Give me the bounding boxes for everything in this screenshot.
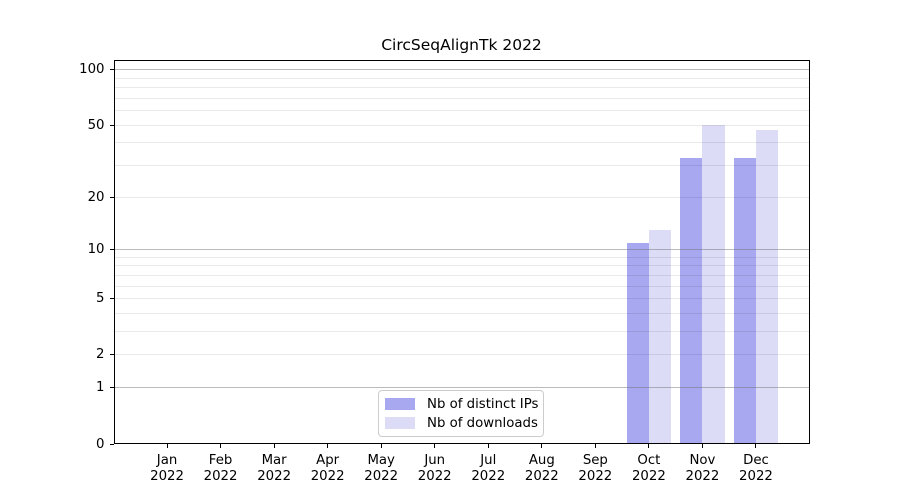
gridline-y-6 xyxy=(113,285,810,287)
ytick-label-50: 50 xyxy=(87,117,105,133)
legend-row-downloads: Nb of downloads xyxy=(379,416,543,431)
bar-distinct-ips-dec xyxy=(733,158,756,444)
xtick-label-feb: Feb 2022 xyxy=(189,453,253,484)
xtick-label-sep: Sep 2022 xyxy=(563,453,627,484)
xtick-month-text: Feb xyxy=(208,453,233,468)
xtick-year-text: 2022 xyxy=(150,468,184,484)
xtick-month-text: Dec xyxy=(743,453,769,468)
ytick-label-2: 2 xyxy=(96,347,105,363)
bar-downloads-dec xyxy=(755,130,779,444)
xtick-label-mar: Mar 2022 xyxy=(242,453,306,484)
xtick-month-text: Oct xyxy=(637,453,661,468)
gridline-y-40 xyxy=(113,142,810,144)
xtick-dec xyxy=(755,444,757,448)
gridline-y-60 xyxy=(113,110,810,112)
legend: Nb of distinct IPs Nb of downloads xyxy=(378,390,544,437)
legend-swatch-downloads xyxy=(385,417,415,429)
bar-downloads-oct xyxy=(648,230,672,444)
ytick-label-1: 1 xyxy=(96,380,105,396)
xtick-year-text: 2022 xyxy=(203,468,238,484)
xtick-jun xyxy=(434,444,436,448)
xtick-year-text: 2022 xyxy=(257,468,292,484)
xtick-year-text: 2022 xyxy=(578,468,613,484)
xtick-month-text: Jul xyxy=(480,453,497,468)
bar-distinct-ips-oct xyxy=(626,242,649,444)
legend-label-downloads: Nb of downloads xyxy=(427,415,538,431)
xtick-apr xyxy=(327,444,329,448)
gridline-y-90 xyxy=(113,77,810,79)
gridline-y-10 xyxy=(113,249,810,251)
ytick-0 xyxy=(109,443,114,445)
xtick-mar xyxy=(273,444,275,448)
xtick-label-jun: Jun 2022 xyxy=(403,453,467,484)
xtick-jul xyxy=(487,444,489,448)
ytick-20 xyxy=(109,196,114,198)
xtick-feb xyxy=(220,444,222,448)
xtick-label-apr: Apr 2022 xyxy=(296,453,360,484)
xtick-oct xyxy=(648,444,650,448)
xtick-month-text: Sep xyxy=(582,453,608,468)
gridline-y-2 xyxy=(113,354,810,356)
gridline-y-5 xyxy=(113,298,810,300)
gridline-y-30 xyxy=(113,165,810,167)
gridline-y-3 xyxy=(113,331,810,333)
ytick-label-5: 5 xyxy=(96,291,105,307)
legend-swatch-distinct-ips xyxy=(385,398,415,410)
xtick-month-text: May xyxy=(367,453,395,468)
ytick-10 xyxy=(109,249,114,251)
xtick-label-nov: Nov 2022 xyxy=(670,453,734,484)
xtick-month-text: Jun xyxy=(424,453,446,468)
xtick-label-jan: Jan 2022 xyxy=(135,453,199,484)
chart-title: CircSeqAlignTk 2022 xyxy=(381,36,542,54)
xtick-label-dec: Dec 2022 xyxy=(724,453,788,484)
ytick-label-100: 100 xyxy=(79,62,105,78)
xtick-month-text: Mar xyxy=(261,453,287,468)
gridline-y-4 xyxy=(113,313,810,314)
gridline-y-100 xyxy=(113,69,810,71)
ytick-100 xyxy=(109,69,114,71)
xtick-year-text: 2022 xyxy=(471,468,506,484)
legend-row-distinct-ips: Nb of distinct IPs xyxy=(379,397,543,412)
gridline-y-7 xyxy=(113,274,810,276)
xtick-year-text: 2022 xyxy=(417,468,452,484)
xtick-year-text: 2022 xyxy=(685,468,720,484)
xtick-sep xyxy=(594,444,596,448)
gridline-y-8 xyxy=(113,265,810,267)
legend-label-distinct-ips: Nb of distinct IPs xyxy=(427,396,539,412)
ytick-label-10: 10 xyxy=(87,242,105,258)
gridline-y-80 xyxy=(113,87,810,89)
xtick-may xyxy=(380,444,382,448)
xtick-label-may: May 2022 xyxy=(349,453,413,484)
xtick-year-text: 2022 xyxy=(310,468,345,484)
xtick-label-oct: Oct 2022 xyxy=(617,453,681,484)
ytick-5 xyxy=(109,298,114,300)
xtick-month-text: Apr xyxy=(316,453,340,468)
ytick-label-0: 0 xyxy=(96,436,105,452)
xtick-label-jul: Jul 2022 xyxy=(456,453,520,484)
gridline-y-20 xyxy=(113,196,810,198)
xtick-label-aug: Aug 2022 xyxy=(510,453,574,484)
xtick-month-text: Jan xyxy=(156,453,178,468)
gridline-y-70 xyxy=(113,97,810,99)
ytick-label-20: 20 xyxy=(87,189,105,205)
xtick-year-text: 2022 xyxy=(524,468,559,484)
gridline-y-50 xyxy=(113,124,810,126)
ytick-1 xyxy=(109,387,114,389)
xtick-jan xyxy=(166,444,168,448)
xtick-month-text: Aug xyxy=(528,453,555,468)
xtick-year-text: 2022 xyxy=(364,468,399,484)
ytick-50 xyxy=(109,124,114,126)
xtick-year-text: 2022 xyxy=(739,468,773,484)
xtick-year-text: 2022 xyxy=(631,468,666,484)
xtick-aug xyxy=(541,444,543,448)
xtick-month-text: Nov xyxy=(689,453,716,468)
xtick-nov xyxy=(701,444,703,448)
ytick-2 xyxy=(109,354,114,356)
gridline-y-1 xyxy=(113,387,810,389)
bar-downloads-nov xyxy=(702,125,725,444)
bar-distinct-ips-nov xyxy=(680,158,703,444)
gridline-y-9 xyxy=(113,256,810,258)
